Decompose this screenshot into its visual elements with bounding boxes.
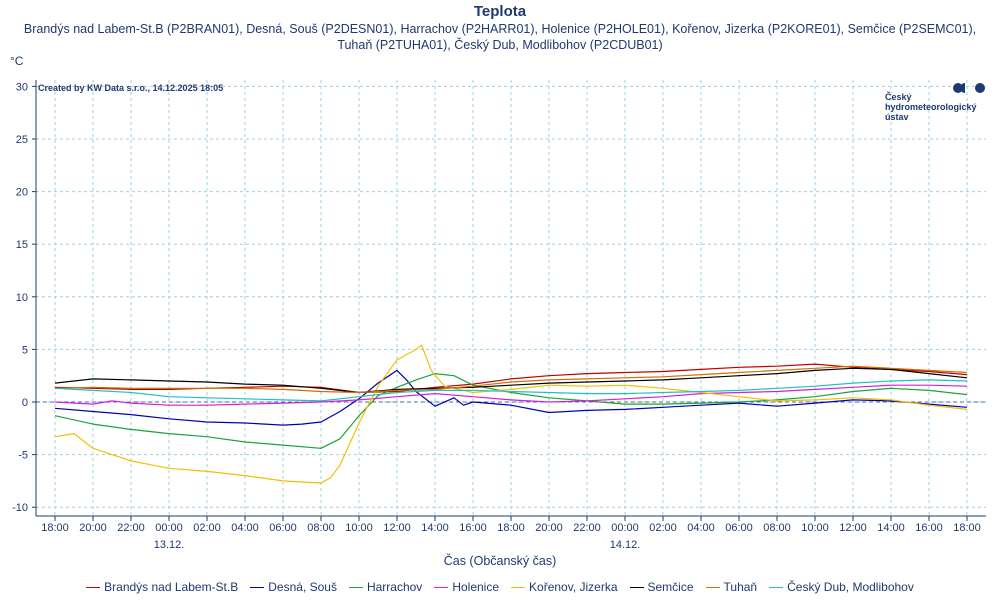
x-tick-label: 20:00 xyxy=(79,522,107,534)
x-tick-label: 20:00 xyxy=(535,522,563,534)
legend-item: Český Dub, Modlibohov xyxy=(769,580,914,594)
series-line-1 xyxy=(54,369,968,426)
x-tick-label: 12:00 xyxy=(383,522,411,534)
chart-subtitle: Brandýs nad Labem-St.B (P2BRAN01), Desná… xyxy=(23,22,977,52)
series-line-4 xyxy=(54,344,968,484)
y-tick-label: 15 xyxy=(16,239,28,251)
x-axis-title: Čas (Občanský čas) xyxy=(443,554,557,568)
legend-item: Brandýs nad Labem-St.B xyxy=(86,580,238,594)
x-tick-label: 18:00 xyxy=(953,522,981,534)
legend-label: Harrachov xyxy=(366,580,423,594)
chart-title: Teplota xyxy=(473,3,527,20)
logo-line-3: ústav xyxy=(885,112,909,122)
legend-item: Semčice xyxy=(629,580,694,594)
y-tick-label: -10 xyxy=(12,502,28,514)
legend-label: Brandýs nad Labem-St.B xyxy=(104,580,239,594)
x-date-label: 13.12. xyxy=(154,539,185,551)
logo-line-1: Český xyxy=(885,92,912,102)
series-line-5 xyxy=(54,367,968,394)
legend-swatch xyxy=(769,587,784,589)
legend-item: Tuhaň xyxy=(705,580,758,594)
legend-swatch xyxy=(511,587,526,589)
grid-lines xyxy=(36,80,986,516)
x-tick-label: 02:00 xyxy=(649,522,677,534)
legend-swatch xyxy=(434,587,449,589)
legend-item: Holenice xyxy=(434,580,499,594)
x-tick-label: 22:00 xyxy=(573,522,601,534)
legend-item: Kořenov, Jizerka xyxy=(511,580,618,594)
logo-line-2: hydrometeorologický xyxy=(885,102,977,112)
x-date-label: 14.12. xyxy=(610,539,641,551)
legend-swatch xyxy=(250,587,265,589)
legend-swatch xyxy=(348,587,363,589)
series-layer xyxy=(54,344,968,484)
legend-label: Semčice xyxy=(647,580,694,594)
y-tick-label: 10 xyxy=(16,292,28,304)
y-tick-label: 5 xyxy=(22,344,28,356)
x-tick-label: 18:00 xyxy=(497,522,525,534)
legend-label: Desná, Souš xyxy=(268,580,337,594)
series-line-7 xyxy=(54,379,968,402)
x-tick-label: 10:00 xyxy=(801,522,829,534)
x-tick-label: 02:00 xyxy=(193,522,221,534)
series-line-3 xyxy=(54,384,968,406)
y-tick-label: 30 xyxy=(16,81,28,93)
axes: 30 25 20 15 10 5 0 -5 -10 18:00 20:00 22:00 00:00 13.… xyxy=(12,80,986,551)
credit-text: Created by KW Data s.r.o., 14.12.2025 18… xyxy=(38,83,223,93)
legend-item: Harrachov xyxy=(348,580,423,594)
y-tick-label: 25 xyxy=(16,134,28,146)
y-tick-label: 0 xyxy=(22,397,28,409)
x-tick-label: 00:00 xyxy=(611,522,639,534)
x-tick-label: 10:00 xyxy=(345,522,373,534)
legend-swatch xyxy=(629,587,644,589)
legend: Brandýs nad Labem-St.B Desná, Souš Harrach… xyxy=(0,580,1000,594)
x-tick-label: 04:00 xyxy=(687,522,715,534)
series-line-6 xyxy=(54,365,968,394)
legend-item: Desná, Souš xyxy=(250,580,337,594)
x-tick-label: 18:00 xyxy=(41,522,69,534)
logo-text: Český hydrometeorologický ústav xyxy=(885,92,977,122)
x-tick-label: 06:00 xyxy=(269,522,297,534)
x-tick-label: 08:00 xyxy=(307,522,335,534)
legend-label: Kořenov, Jizerka xyxy=(529,580,618,594)
legend-swatch xyxy=(705,587,720,589)
legend-swatch xyxy=(86,587,101,589)
x-tick-label: 14:00 xyxy=(421,522,449,534)
x-tick-label: 04:00 xyxy=(231,522,259,534)
series-line-2 xyxy=(54,373,968,449)
x-tick-label: 00:00 xyxy=(155,522,183,534)
x-tick-label: 06:00 xyxy=(725,522,753,534)
x-tick-label: 12:00 xyxy=(839,522,867,534)
x-tick-label: 22:00 xyxy=(117,522,145,534)
legend-label: Český Dub, Modlibohov xyxy=(787,580,914,594)
chmu-logo-icon xyxy=(953,83,985,93)
x-tick-label: 16:00 xyxy=(915,522,943,534)
x-tick-label: 14:00 xyxy=(877,522,905,534)
x-tick-label: 08:00 xyxy=(763,522,791,534)
legend-label: Tuhaň xyxy=(723,580,758,594)
y-tick-label: 20 xyxy=(16,187,28,199)
legend-label: Holenice xyxy=(452,580,500,594)
x-tick-label: 16:00 xyxy=(459,522,487,534)
y-axis-unit: °C xyxy=(10,54,24,68)
y-tick-label: -5 xyxy=(18,450,28,462)
